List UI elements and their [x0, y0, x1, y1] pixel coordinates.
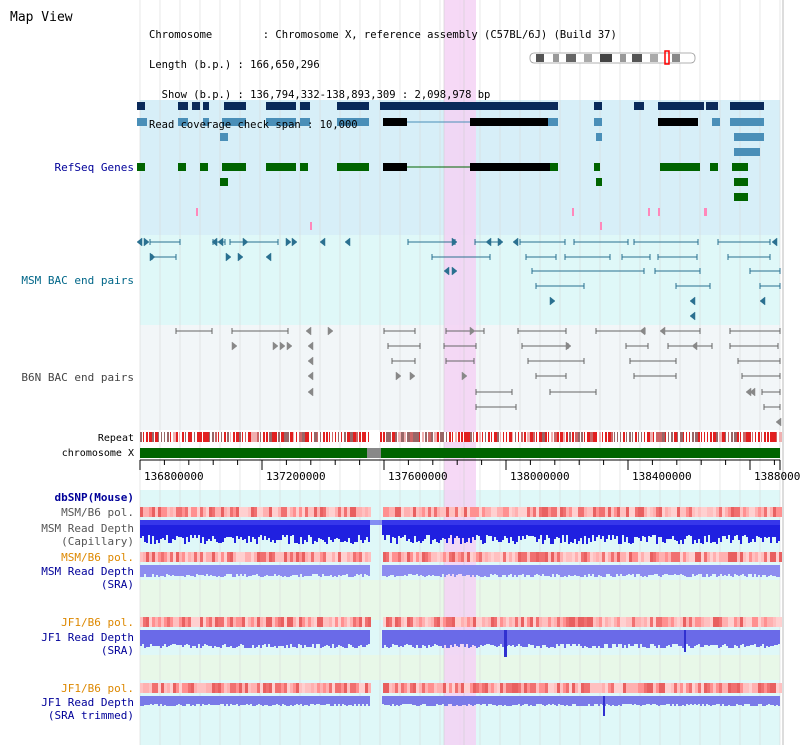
chromosome-bar[interactable] — [140, 448, 780, 458]
msm-bac-track[interactable] — [136, 237, 781, 321]
refseq-genes-track[interactable] — [137, 102, 764, 230]
msm-b6-pol-label-1: MSM/B6 pol. — [61, 506, 134, 519]
axis-tick-label: 137200000 — [266, 470, 326, 483]
region-info: Chromosome : Chromosome X, reference ass… — [149, 10, 617, 150]
chromosome-ideogram[interactable] — [529, 50, 696, 65]
show-info: Show (b.p.) : 136,794,332-138,893,309 : … — [149, 89, 491, 101]
refseq-label: RefSeq Genes — [55, 161, 134, 174]
msm-depth-cap-label-1: MSM Read Depth — [41, 522, 134, 535]
position-axis: 136800000 137200000 137600000 138000000 1384… — [139, 459, 800, 483]
b6n-bac-label: B6N BAC end pairs — [21, 371, 134, 384]
msm-b6-pol-label-2: MSM/B6 pol. — [61, 551, 134, 564]
msm-depth-sra-label-1: MSM Read Depth — [41, 565, 134, 578]
jf1-depth-sra-label-1: JF1 Read Depth — [41, 631, 134, 644]
jf1-depth-trim-label-1: JF1 Read Depth — [41, 696, 134, 709]
jf1-b6-pol-label-2: JF1/B6 pol. — [61, 682, 134, 695]
repeat-label: Repeat — [98, 433, 134, 444]
dbsnp-label: dbSNP(Mouse) — [55, 491, 134, 504]
track-labels: RefSeq Genes MSM BAC end pairs B6N BAC e… — [21, 161, 134, 722]
b6n-bac-track[interactable] — [175, 326, 782, 427]
coverage-info: Read coverage check span : 10,000 — [149, 119, 358, 131]
chrom-label: chromosome X — [62, 448, 134, 459]
jf1-depth-trim-label-2: (SRA trimmed) — [48, 709, 134, 722]
ideogram-position-marker — [664, 50, 670, 65]
axis-tick-label: 138000000 — [510, 470, 570, 483]
msm-bac-label: MSM BAC end pairs — [21, 274, 134, 287]
jf1-b6-pol-label-1: JF1/B6 pol. — [61, 616, 134, 629]
axis-tick-label: 137600000 — [388, 470, 448, 483]
msm-depth-cap-label-2: (Capillary) — [61, 535, 134, 548]
axis-tick-label: 136800000 — [144, 470, 204, 483]
repeat-track[interactable] — [140, 432, 782, 442]
msm-depth-sra-label-2: (SRA) — [101, 578, 134, 591]
chromosome-info: Chromosome : Chromosome X, reference ass… — [149, 29, 617, 41]
axis-tick-label: 138800000 — [754, 470, 800, 483]
axis-tick-label: 138400000 — [632, 470, 692, 483]
page-title: Map View — [10, 10, 73, 25]
jf1-depth-sra-label-2: (SRA) — [101, 644, 134, 657]
length-info: Length (b.p.) : 166,650,296 — [149, 59, 320, 71]
variation-tracks[interactable] — [140, 507, 782, 716]
